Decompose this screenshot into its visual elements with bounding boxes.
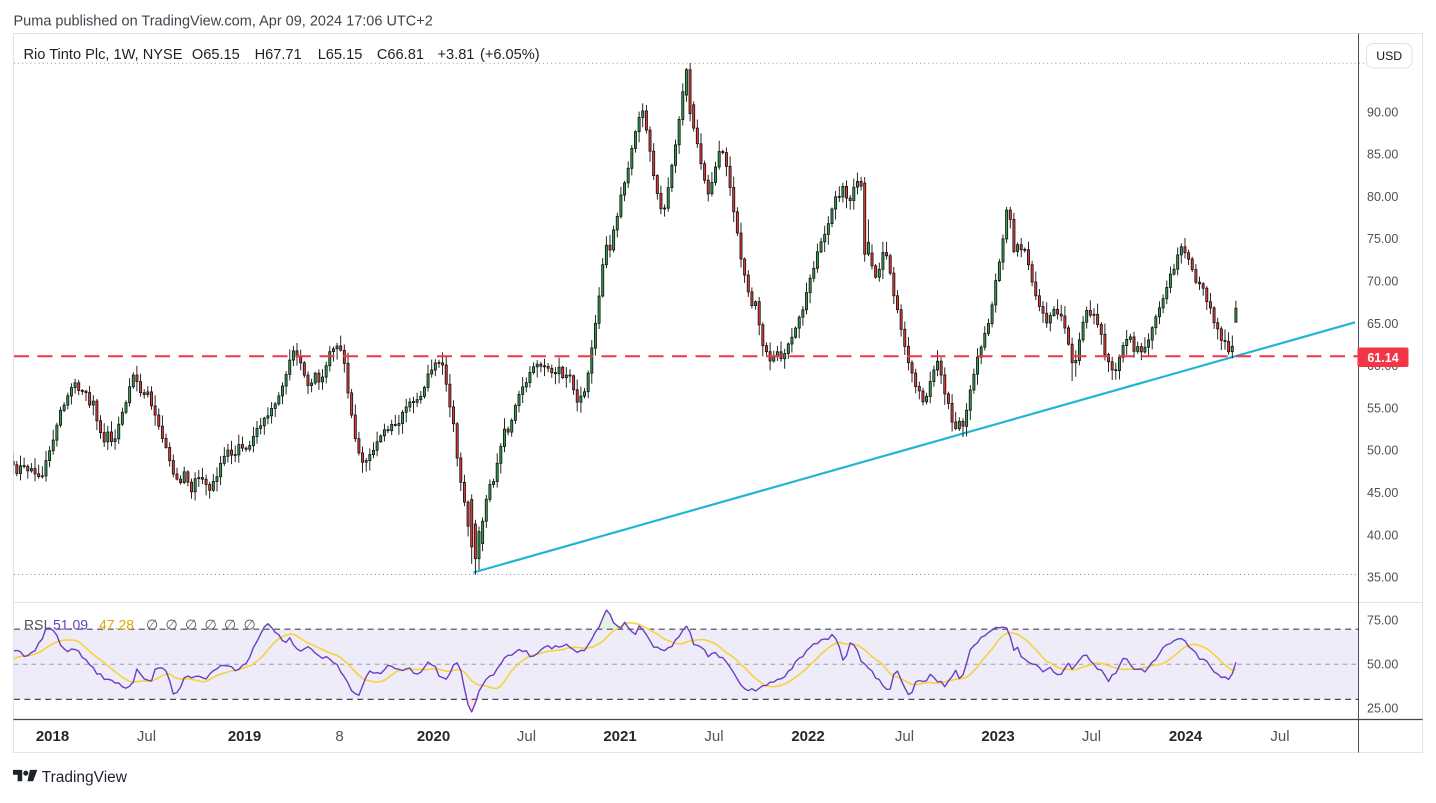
svg-text:25.00: 25.00 — [1367, 701, 1398, 715]
svg-text:2021: 2021 — [603, 728, 636, 745]
svg-text:Puma published on TradingView.: Puma published on TradingView.com, Apr 0… — [14, 14, 433, 30]
svg-text:TradingView: TradingView — [42, 769, 128, 786]
svg-text:Jul: Jul — [895, 728, 914, 745]
svg-text:50.00: 50.00 — [1367, 444, 1398, 458]
svg-text:∅: ∅ — [224, 617, 236, 633]
svg-text:75.00: 75.00 — [1367, 232, 1398, 246]
svg-text:75.00: 75.00 — [1367, 614, 1398, 628]
svg-text:2018: 2018 — [36, 728, 69, 745]
svg-text:L65.15: L65.15 — [318, 47, 363, 63]
svg-text:∅: ∅ — [244, 617, 256, 633]
svg-text:(+6.05%): (+6.05%) — [480, 47, 540, 63]
svg-text:C66.81: C66.81 — [377, 47, 424, 63]
svg-text:90.00: 90.00 — [1367, 105, 1398, 119]
svg-text:Jul: Jul — [517, 728, 536, 745]
svg-text:55.00: 55.00 — [1367, 401, 1398, 415]
svg-text:Jul: Jul — [1270, 728, 1289, 745]
svg-text:Jul: Jul — [1082, 728, 1101, 745]
svg-text:2022: 2022 — [791, 728, 824, 745]
svg-text:∅: ∅ — [205, 617, 217, 633]
svg-text:H67.71: H67.71 — [255, 47, 302, 63]
svg-text:+3.81: +3.81 — [438, 47, 475, 63]
svg-text:61.14: 61.14 — [1367, 351, 1398, 365]
svg-text:Jul: Jul — [704, 728, 723, 745]
svg-text:∅: ∅ — [146, 617, 158, 633]
svg-text:2024: 2024 — [1169, 728, 1203, 745]
svg-text:51.09: 51.09 — [53, 617, 88, 633]
svg-text:65.00: 65.00 — [1367, 317, 1398, 331]
svg-text:47.28: 47.28 — [99, 617, 134, 633]
svg-text:RSI: RSI — [24, 617, 47, 633]
svg-text:∅: ∅ — [166, 617, 178, 633]
svg-text:2023: 2023 — [981, 728, 1014, 745]
svg-text:USD: USD — [1376, 49, 1402, 63]
svg-text:70.00: 70.00 — [1367, 275, 1398, 289]
svg-text:50.00: 50.00 — [1367, 658, 1398, 672]
svg-text:O65.15: O65.15 — [192, 47, 240, 63]
svg-text:8: 8 — [335, 728, 343, 745]
svg-text:2019: 2019 — [228, 728, 261, 745]
svg-text:Rio Tinto Plc, 1W, NYSE: Rio Tinto Plc, 1W, NYSE — [24, 47, 183, 63]
svg-text:Jul: Jul — [137, 728, 156, 745]
svg-text:∅: ∅ — [185, 617, 197, 633]
svg-text:35.00: 35.00 — [1367, 571, 1398, 585]
svg-text:80.00: 80.00 — [1367, 190, 1398, 204]
svg-text:40.00: 40.00 — [1367, 528, 1398, 542]
svg-text:2020: 2020 — [417, 728, 450, 745]
svg-text:45.00: 45.00 — [1367, 486, 1398, 500]
svg-text:85.00: 85.00 — [1367, 148, 1398, 162]
